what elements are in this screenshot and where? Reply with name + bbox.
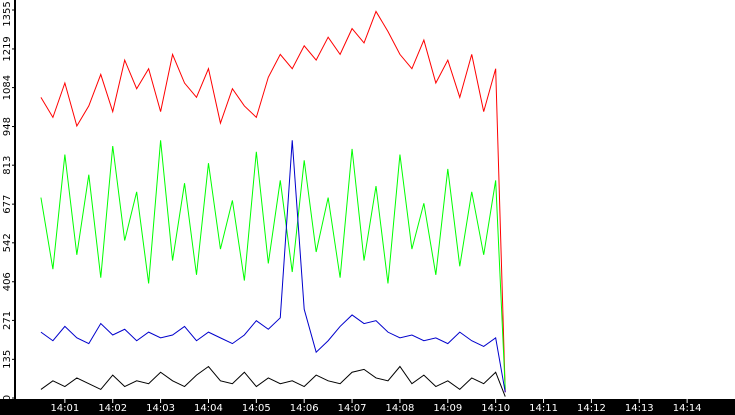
x-tick-label: 14:04 (194, 403, 223, 414)
y-tick-label: 1084 (2, 75, 13, 100)
y-tick-label: 1219 (2, 36, 13, 61)
y-tick-label: 542 (2, 233, 13, 252)
x-tick-label: 14:05 (242, 403, 271, 414)
x-tick-label: 14:03 (146, 403, 175, 414)
series-line (40, 140, 506, 390)
series-line (40, 140, 506, 393)
x-tick-label: 14:10 (481, 403, 510, 414)
series-line (40, 10, 506, 393)
y-tick-label: 813 (2, 156, 13, 175)
x-tick-label: 14:09 (433, 403, 462, 414)
x-axis-band (0, 399, 735, 415)
series-line (40, 365, 506, 397)
x-tick-label: 14:12 (577, 403, 606, 414)
x-tick-label: 14:08 (386, 403, 415, 414)
y-tick-label: 271 (2, 311, 13, 330)
x-tick-label: 14:02 (98, 403, 127, 414)
y-tick-label: 677 (2, 195, 13, 214)
y-tick-label: 135 (2, 350, 13, 369)
y-tick-label: 948 (2, 117, 13, 136)
x-tick-label: 14:06 (290, 403, 319, 414)
y-tick-label: 0 (2, 395, 13, 401)
x-tick-label: 14:11 (529, 403, 558, 414)
y-tick-label: 406 (2, 272, 13, 291)
x-tick-label: 14:01 (50, 403, 79, 414)
x-tick-label: 14:07 (338, 403, 367, 414)
y-tick-label: 1355 (2, 1, 13, 26)
x-tick-label: 14:14 (673, 403, 702, 414)
x-tick-label: 14:13 (625, 403, 654, 414)
